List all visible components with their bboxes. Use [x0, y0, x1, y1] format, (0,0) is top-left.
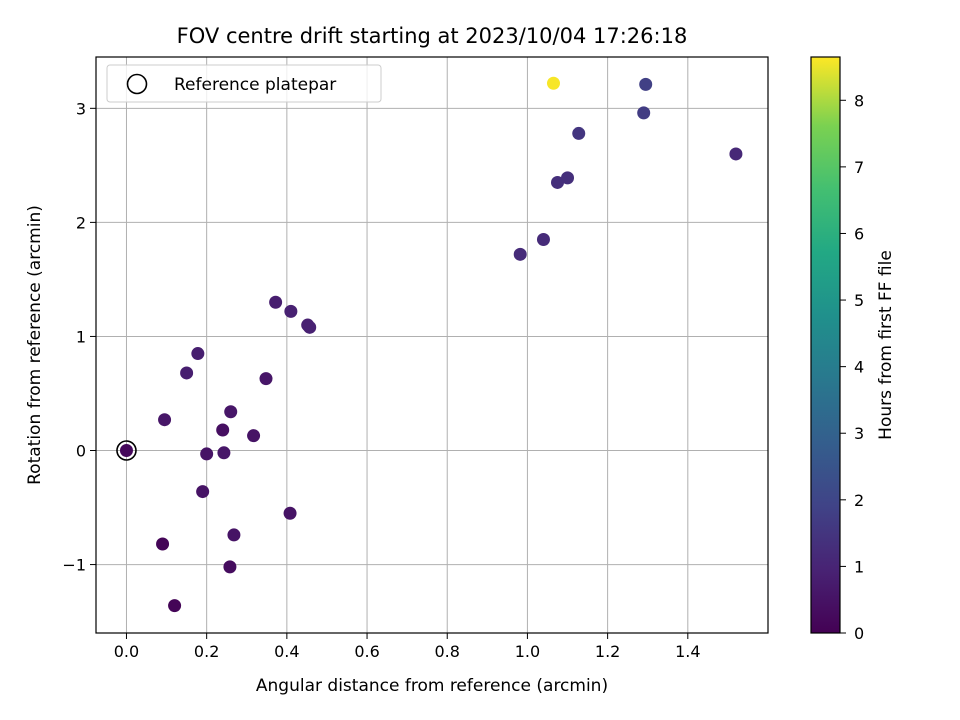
scatter-points	[119, 76, 743, 613]
y-tick-label: −1	[62, 556, 86, 575]
x-tick-label: 0.2	[194, 642, 219, 661]
legend-box	[106, 64, 382, 103]
colorbar-tick-label: 6	[854, 224, 864, 243]
data-point	[216, 423, 230, 437]
y-tick-label: 3	[76, 99, 86, 118]
data-point	[200, 447, 214, 461]
plot-frame	[95, 56, 769, 634]
data-point	[224, 405, 238, 419]
data-point	[561, 171, 575, 185]
data-point	[180, 366, 194, 380]
data-point	[550, 175, 564, 189]
x-tick-label: 1.4	[675, 642, 700, 661]
data-point	[158, 413, 172, 427]
data-point	[572, 126, 586, 140]
data-point	[119, 444, 133, 458]
x-tick-label: 1.0	[515, 642, 540, 661]
y-tick-label: 0	[76, 442, 86, 461]
colorbar-label: Hours from first FF file	[876, 250, 896, 440]
data-point	[217, 446, 231, 460]
colorbar-tick-label: 4	[854, 358, 864, 377]
colorbar-ticks: 0 1 2 3 4 5 6 7 8	[840, 91, 864, 643]
colorbar: 0 1 2 3 4 5 6 7 8 Hours from first FF file	[810, 56, 896, 643]
legend-entry-reference: Reference platepar	[174, 75, 336, 95]
x-tick-label: 1.2	[595, 642, 620, 661]
y-axis-label: Rotation from reference (arcmin)	[25, 205, 45, 485]
grid	[96, 57, 768, 633]
data-point	[639, 77, 653, 91]
data-point	[223, 560, 237, 574]
legend: Reference platepar	[106, 64, 382, 103]
x-axis-ticks: 0.0 0.2 0.4 0.6 0.8 1.0 1.2 1.4	[114, 633, 701, 661]
data-point	[196, 485, 210, 499]
x-tick-label: 0.0	[114, 642, 139, 661]
colorbar-tick-label: 7	[854, 158, 864, 177]
y-axis-ticks: −1 0 1 2 3	[62, 99, 96, 575]
data-point	[247, 429, 261, 443]
reference-platepar-marker	[116, 440, 137, 461]
data-point	[284, 304, 298, 318]
x-tick-label: 0.6	[354, 642, 379, 661]
colorbar-tick-label: 8	[854, 91, 864, 110]
legend-reference-marker	[126, 73, 148, 95]
colorbar-tick-label: 0	[854, 624, 864, 643]
colorbar-gradient	[810, 56, 841, 634]
data-point	[303, 320, 317, 334]
x-axis-label: Angular distance from reference (arcmin)	[256, 676, 608, 696]
data-point	[546, 76, 560, 90]
data-point	[283, 506, 297, 520]
data-point	[513, 247, 527, 261]
data-point	[156, 537, 170, 551]
y-tick-label: 2	[76, 213, 86, 232]
colorbar-tick-label: 3	[854, 424, 864, 443]
data-point	[259, 372, 273, 386]
data-point	[637, 106, 651, 120]
y-tick-label: 1	[76, 327, 86, 346]
colorbar-tick-label: 1	[854, 557, 864, 576]
data-point	[536, 232, 550, 246]
reference-marker-layer	[116, 440, 137, 461]
data-point	[191, 347, 205, 361]
colorbar-tick-label: 5	[854, 291, 864, 310]
data-point	[729, 147, 743, 161]
data-point	[269, 295, 283, 309]
chart-title: FOV centre drift starting at 2023/10/04 …	[177, 24, 688, 48]
x-tick-label: 0.4	[274, 642, 299, 661]
colorbar-tick-label: 2	[854, 491, 864, 510]
x-tick-label: 0.8	[435, 642, 460, 661]
data-point	[168, 599, 182, 613]
data-point	[227, 528, 241, 542]
